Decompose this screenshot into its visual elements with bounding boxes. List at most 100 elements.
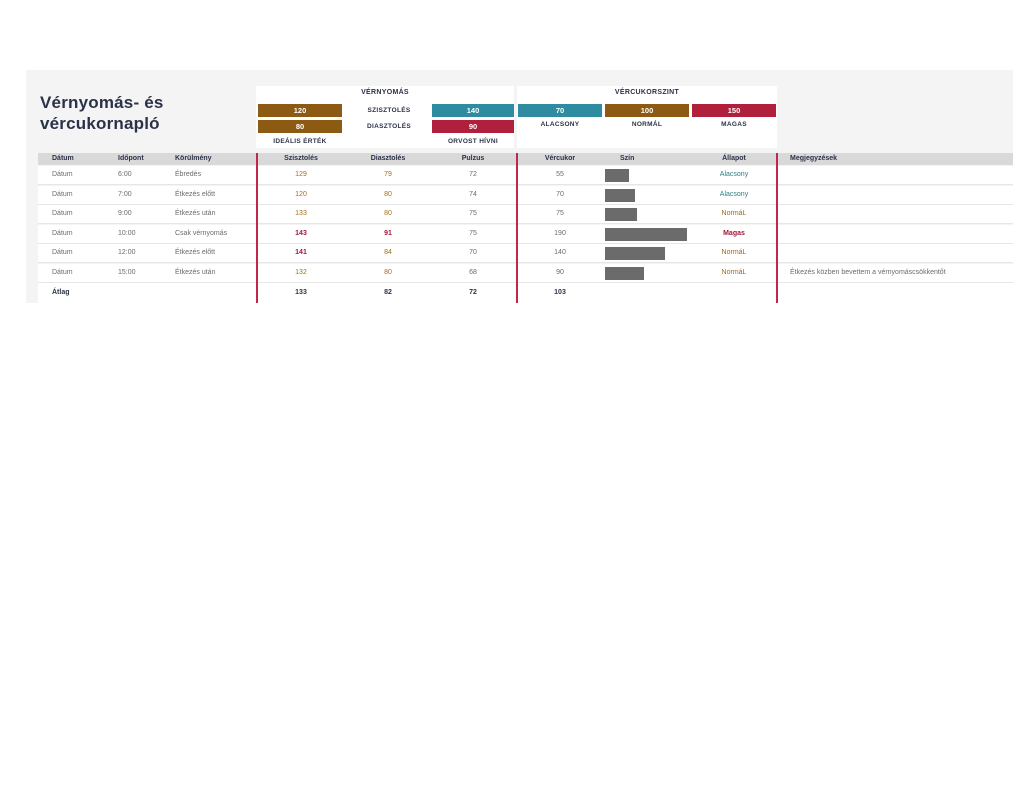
cell-time[interactable]: 6:00 (118, 171, 132, 178)
cell-pulse[interactable]: 75 (469, 229, 477, 237)
table-header: Dátum Időpont Körülmény Szisztolés Diasz… (38, 153, 1013, 165)
cell-diastolic[interactable]: 91 (384, 229, 392, 237)
cell-condition[interactable]: Étkezés után (175, 210, 216, 217)
cell-pulse[interactable]: 75 (469, 210, 477, 217)
doctor-diastolic-box: 90 (432, 120, 514, 133)
cell-sugar[interactable]: 90 (556, 268, 564, 276)
cell-notes[interactable]: Étkezés közben bevettem a vérnyomáscsökk… (790, 268, 946, 276)
average-label: Átlag (52, 289, 70, 296)
cell-time[interactable]: 12:00 (118, 249, 136, 256)
sugar-level-bar (605, 227, 687, 241)
cell-systolic[interactable]: 132 (295, 268, 307, 276)
cell-systolic[interactable]: 120 (295, 190, 307, 198)
bp-caption: VÉRNYOMÁS (361, 89, 409, 96)
cell-date[interactable]: Dátum (52, 249, 73, 256)
cell-pulse[interactable]: 70 (469, 249, 477, 256)
cell-condition[interactable]: Étkezés előtt (175, 190, 216, 198)
header-sugar[interactable]: Vércukor (544, 155, 576, 162)
cell-sugar[interactable]: 75 (556, 210, 564, 217)
cell-sugar[interactable]: 140 (554, 249, 566, 256)
cell-date[interactable]: Dátum (52, 210, 73, 217)
cell-systolic[interactable]: 133 (295, 210, 307, 217)
cell-status[interactable]: Alacsony (719, 190, 749, 198)
bs-caption: VÉRCUKORSZINT (614, 89, 680, 96)
cell-time[interactable]: 7:00 (118, 190, 132, 198)
average-sugar: 103 (554, 289, 566, 296)
header-color[interactable]: Szín (620, 155, 635, 162)
cell-systolic[interactable]: 143 (295, 229, 307, 237)
header-pulse[interactable]: Pulzus (461, 155, 485, 162)
cell-time[interactable]: 15:00 (118, 268, 136, 276)
cell-time[interactable]: 10:00 (118, 229, 136, 237)
sugar-level-bar (605, 208, 637, 221)
average-diastolic: 82 (384, 289, 392, 296)
high-sugar-box: 150 (692, 104, 776, 117)
cell-diastolic[interactable]: 80 (384, 210, 392, 217)
cell-status[interactable]: NormáL (721, 268, 747, 276)
cell-date[interactable]: Dátum (52, 229, 73, 237)
low-label: ALACSONY (540, 121, 580, 128)
header-status[interactable]: Állapot (722, 155, 746, 162)
blood-pressure-legend: VÉRNYOMÁS 120 SZISZTOLÉS 140 80 DIASZTOL… (256, 86, 514, 148)
table-row: Dátum 15:00 Étkezés után 132 80 68 90 NormáL Étk… (38, 263, 1013, 283)
normal-label: NORMÁL (631, 121, 663, 128)
diastolic-label: DIASZTOLÉS (366, 123, 412, 130)
divider-notes-left (776, 153, 778, 303)
ideal-label: IDEÁLIS ÉRTÉK (273, 138, 327, 145)
cell-condition[interactable]: Étkezés után (175, 268, 216, 276)
table-row: Dátum 6:00 Ébredés 129 79 72 55 Alacsony (38, 166, 1013, 185)
ideal-diastolic-box: 80 (258, 120, 342, 133)
low-sugar-box: 70 (518, 104, 602, 117)
high-label: MAGAS (721, 121, 747, 128)
cell-pulse[interactable]: 72 (469, 171, 477, 178)
cell-sugar[interactable]: 55 (556, 171, 564, 178)
cell-systolic[interactable]: 141 (295, 249, 307, 256)
ideal-systolic-box: 120 (258, 104, 342, 117)
cell-diastolic[interactable]: 79 (384, 171, 392, 178)
cell-date[interactable]: Dátum (52, 171, 73, 178)
header-date[interactable]: Dátum (52, 155, 74, 162)
doctor-label: ORVOST HÍVNI (447, 138, 499, 145)
cell-condition[interactable]: Ébredés (175, 171, 202, 178)
header-time[interactable]: Időpont (118, 155, 144, 162)
cell-sugar[interactable]: 70 (556, 190, 564, 198)
cell-diastolic[interactable]: 84 (384, 249, 392, 256)
cell-diastolic[interactable]: 80 (384, 190, 392, 198)
log-sheet: Vérnyomás- és vércukornapló VÉRNYOMÁS 12… (26, 70, 1013, 303)
cell-pulse[interactable]: 74 (469, 190, 477, 198)
divider-bs-left (516, 153, 518, 303)
cell-condition[interactable]: Csak vérnyomás (175, 229, 228, 237)
header-diastolic[interactable]: Diasztolés (370, 155, 406, 162)
sugar-level-bar (605, 266, 644, 280)
cell-pulse[interactable]: 68 (469, 268, 477, 276)
cell-date[interactable]: Dátum (52, 268, 73, 276)
sugar-level-bar (605, 247, 665, 260)
divider-bp-left (256, 153, 258, 303)
average-pulse: 72 (469, 289, 477, 296)
cell-date[interactable]: Dátum (52, 190, 73, 198)
cell-status[interactable]: NormáL (721, 210, 747, 217)
table-row: Dátum 12:00 Étkezés előtt 141 84 70 140 NormáL (38, 244, 1013, 263)
table-row: Dátum 9:00 Étkezés után 133 80 75 75 NormáL (38, 205, 1013, 224)
sugar-level-bar (605, 169, 629, 182)
table-row: Dátum 10:00 Csak vérnyomás 143 91 75 190 Magas (38, 224, 1013, 244)
cell-status[interactable]: Alacsony (719, 171, 749, 178)
average-row: Átlag 133 82 72 103 (38, 283, 1013, 303)
header-notes[interactable]: Megjegyzések (790, 155, 838, 162)
average-systolic: 133 (295, 289, 307, 296)
table-row: Dátum 7:00 Étkezés előtt 120 80 74 70 Alacsony (38, 185, 1013, 205)
doctor-systolic-box: 140 (432, 104, 514, 117)
cell-status[interactable]: Magas (723, 229, 745, 237)
cell-condition[interactable]: Étkezés előtt (175, 249, 216, 256)
header-condition[interactable]: Körülmény (175, 155, 212, 162)
sugar-level-bar (605, 188, 635, 202)
normal-sugar-box: 100 (605, 104, 689, 117)
header-systolic[interactable]: Szisztolés (284, 155, 318, 162)
cell-time[interactable]: 9:00 (118, 210, 132, 217)
cell-diastolic[interactable]: 80 (384, 268, 392, 276)
cell-systolic[interactable]: 129 (295, 171, 307, 178)
cell-status[interactable]: NormáL (721, 249, 747, 256)
systolic-label: SZISZTOLÉS (367, 107, 411, 114)
page-title: Vérnyomás- és vércukornapló (40, 93, 164, 133)
cell-sugar[interactable]: 190 (554, 229, 566, 237)
